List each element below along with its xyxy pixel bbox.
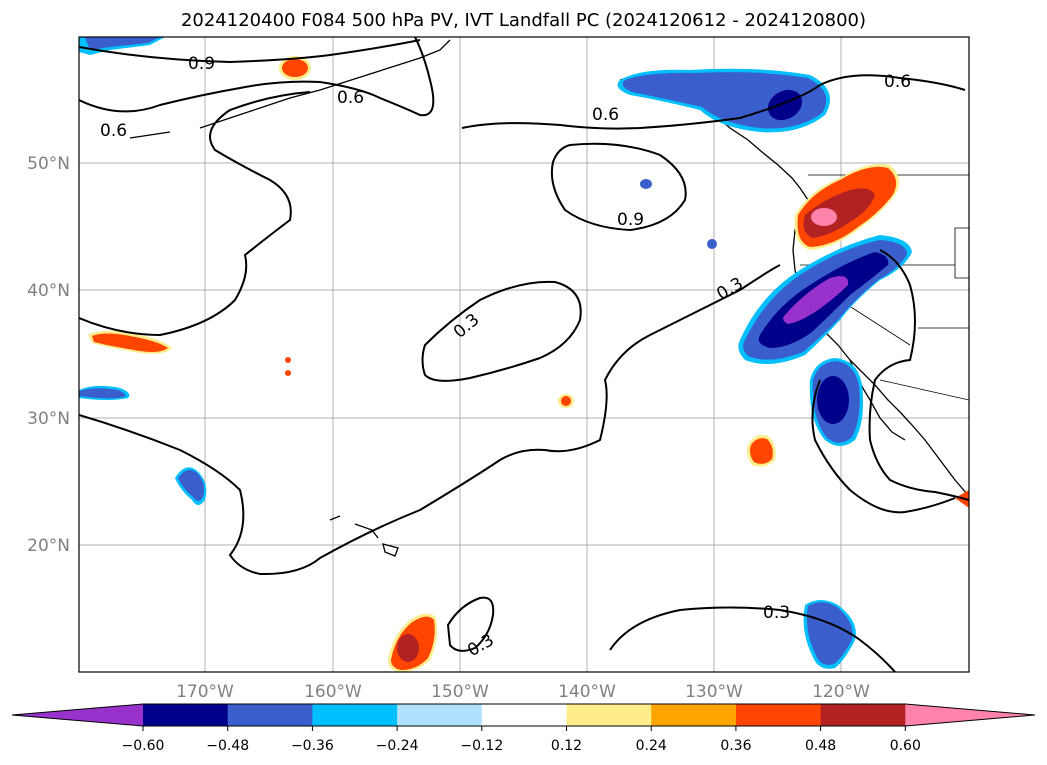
colorbar-tick-label: −0.36	[291, 738, 334, 754]
anomaly-gulf-alaska	[617, 68, 830, 133]
contour-label-5: 0.9	[617, 210, 644, 230]
contour-label-2: 0.6	[337, 88, 364, 108]
colorbar: −0.60 −0.48 −0.36 −0.24 −0.12 0.12 0.24 0.36 0.4…	[11, 703, 1036, 754]
lon-label-130w: 130°W	[685, 682, 743, 702]
anomaly-dot-d	[285, 370, 291, 376]
map-title: 2024120400 F084 500 hPa PV, IVT Landfall…	[180, 10, 867, 31]
lat-label-40n: 40°N	[27, 281, 70, 301]
contour-label-1: 0.9	[188, 54, 215, 74]
colorbar-tick-label: 0.36	[720, 738, 751, 754]
colorbar-segment-6	[566, 704, 652, 726]
lat-label-50n: 50°N	[27, 154, 70, 174]
lat-label-30n: 30°N	[27, 409, 70, 429]
anomaly-aleutian-orange	[279, 56, 311, 80]
anomaly-orange-27n	[747, 435, 776, 467]
anomaly-southeast-blue	[803, 600, 856, 669]
lon-label-120w: 120°W	[812, 682, 870, 702]
shaded-fields	[79, 37, 969, 672]
anomaly-california	[738, 235, 912, 364]
contour-label-6: 0.6	[884, 72, 911, 92]
anomaly-baja	[809, 358, 864, 446]
anomaly-dot-c	[285, 357, 291, 363]
colorbar-segment-9	[820, 704, 906, 726]
colorbar-segment-4	[397, 704, 483, 726]
colorbar-segment-8	[735, 704, 822, 726]
lon-label-150w: 150°W	[431, 682, 489, 702]
lon-label-160w: 160°W	[304, 682, 362, 702]
colorbar-segment-2	[227, 704, 313, 726]
colorbar-segment-1	[143, 704, 229, 726]
lon-labels: 170°W 160°W 150°W 140°W 130°W 120°W	[176, 682, 870, 702]
contour-label-4: 0.6	[592, 105, 619, 125]
anomaly-west-blue	[79, 385, 130, 400]
colorbar-tick-label: 0.12	[551, 738, 582, 754]
anomaly-dot-a	[640, 179, 652, 189]
colorbar-tick-label: −0.48	[206, 738, 249, 754]
colorbar-extend-left	[12, 704, 143, 726]
anomaly-west-orange	[88, 330, 172, 354]
colorbar-tick-label: 0.48	[805, 738, 836, 754]
colorbar-extend-right	[905, 704, 1035, 726]
lat-labels: 50°N 40°N 30°N 20°N	[27, 154, 70, 556]
colorbar-tick-label: −0.12	[460, 738, 503, 754]
colorbar-tick-label: −0.24	[376, 738, 419, 754]
contour-label-3: 0.6	[100, 121, 127, 141]
colorbar-tick-label: −0.60	[122, 738, 165, 754]
anomaly-dot-b	[707, 239, 717, 249]
anomaly-pacific-nw	[794, 163, 899, 250]
anomaly-south-red	[388, 613, 438, 672]
contours	[79, 37, 969, 672]
lon-label-140w: 140°W	[558, 682, 616, 702]
contour-label-9: 0.3	[763, 603, 790, 623]
colorbar-segment-7	[651, 704, 737, 726]
map-border	[78, 36, 970, 673]
colorbar-segment-5	[481, 704, 567, 726]
anomaly-dot-e	[558, 394, 574, 408]
gridlines	[79, 37, 969, 672]
colorbar-tick-label: 0.24	[636, 738, 667, 754]
lat-label-20n: 20°N	[27, 536, 70, 556]
colorbar-segment-3	[312, 704, 398, 726]
colorbar-tick-label: 0.60	[890, 738, 921, 754]
anomaly-blue-25n	[175, 467, 207, 505]
lon-label-170w: 170°W	[176, 682, 234, 702]
map-panel	[79, 37, 969, 672]
